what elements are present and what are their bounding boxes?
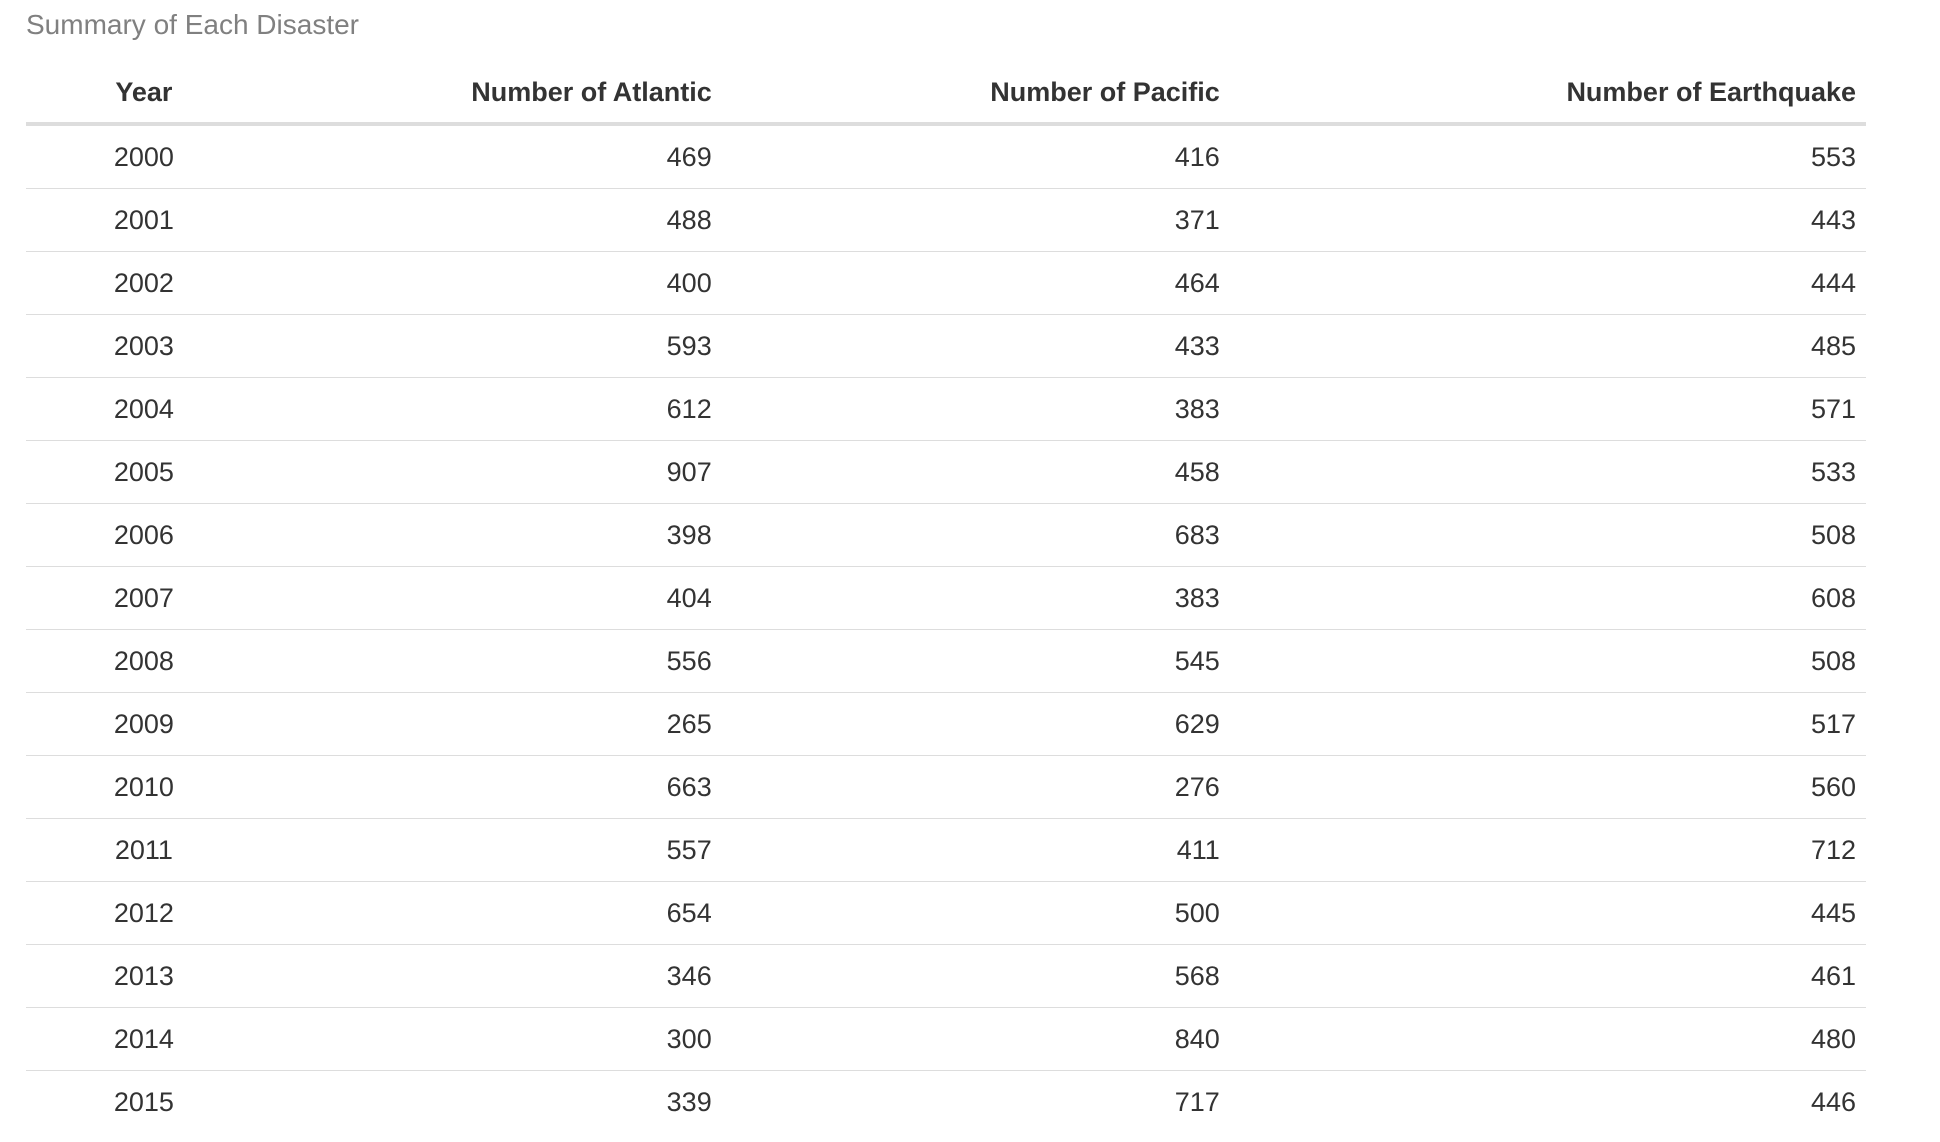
cell-atlantic: 469 (666, 141, 712, 172)
cell-earthquake: 553 (1810, 141, 1856, 172)
cell-pacific: 416 (1174, 141, 1220, 172)
table-row: 2008 556 545 508 (26, 629, 1866, 693)
cell-atlantic: 398 (261, 503, 722, 567)
cell-year: 2009 (26, 692, 262, 756)
table-row: 2005 907 458 533 (26, 440, 1866, 504)
cell-pacific: 629 (721, 692, 1230, 756)
header-atlantic[interactable]: Number of Atlantic (261, 62, 722, 126)
header-year[interactable]: Year (26, 62, 262, 126)
cell-year: 2007 (26, 566, 262, 630)
cell-pacific: 717 (721, 1070, 1230, 1133)
cell-year: 2006 (26, 503, 262, 567)
cell-pacific: 383 (721, 377, 1230, 441)
cell-pacific: 371 (721, 188, 1230, 252)
disaster-summary-table: Year Number of Atlantic Number of Pacifi… (26, 62, 1866, 1133)
table-row: 2000 469 416 553 (26, 124, 1866, 189)
cell-atlantic: 612 (261, 377, 722, 441)
cell-pacific: 683 (721, 503, 1230, 567)
cell-pacific: 464 (721, 251, 1230, 315)
table-row: 2006 398 683 508 (26, 503, 1866, 567)
cell-earthquake: 444 (1229, 251, 1866, 315)
cell-atlantic: 907 (261, 440, 722, 504)
cell-earthquake: 712 (1229, 818, 1866, 882)
table-header: Year Number of Atlantic Number of Pacifi… (26, 62, 1866, 126)
cell-earthquake: 446 (1229, 1070, 1866, 1133)
cell-earthquake: 508 (1229, 503, 1866, 567)
table-row: 2012 654 500 445 (26, 881, 1866, 945)
table-row: 2010 663 276 560 (26, 755, 1866, 819)
table-row: 2002 400 464 444 (26, 251, 1866, 315)
cell-atlantic: 346 (261, 944, 722, 1008)
cell-pacific: 545 (721, 629, 1230, 693)
cell-year: 2014 (26, 1007, 262, 1071)
cell-year: 2012 (26, 881, 262, 945)
cell-pacific: 411 (721, 818, 1230, 882)
cell-earthquake: 445 (1229, 881, 1866, 945)
cell-year: 2002 (26, 251, 262, 315)
cell-atlantic: 488 (261, 188, 722, 252)
cell-pacific: 433 (721, 314, 1230, 378)
cell-year: 2008 (26, 629, 262, 693)
table-body: 2000 469 416 553 2001 488 371 443 2002 400 464 444 2… (26, 124, 1866, 1133)
cell-year: 2000 (113, 141, 174, 172)
cell-year: 2003 (26, 314, 262, 378)
cell-atlantic: 556 (261, 629, 722, 693)
cell-year: 2015 (26, 1070, 262, 1133)
cell-earthquake: 517 (1229, 692, 1866, 756)
cell-earthquake: 485 (1229, 314, 1866, 378)
cell-pacific: 840 (721, 1007, 1230, 1071)
table-row: 2014 300 840 480 (26, 1007, 1866, 1071)
cell-year: 2013 (26, 944, 262, 1008)
header-row: Year Number of Atlantic Number of Pacifi… (26, 62, 1866, 126)
cell-atlantic: 265 (261, 692, 722, 756)
cell-earthquake: 443 (1229, 188, 1866, 252)
cell-year: 2001 (26, 188, 262, 252)
table-row: 2001 488 371 443 (26, 188, 1866, 252)
table-row: 2015 339 717 446 (26, 1070, 1866, 1133)
cell-earthquake: 571 (1229, 377, 1866, 441)
table-row: 2007 404 383 608 (26, 566, 1866, 630)
cell-earthquake: 560 (1229, 755, 1866, 819)
cell-pacific: 568 (721, 944, 1230, 1008)
cell-earthquake: 508 (1229, 629, 1866, 693)
table-row: 2013 346 568 461 (26, 944, 1866, 1008)
cell-atlantic: 339 (261, 1070, 722, 1133)
header-pacific[interactable]: Number of Pacific (721, 62, 1230, 126)
cell-year: 2004 (26, 377, 262, 441)
cell-earthquake: 608 (1229, 566, 1866, 630)
header-earthquake[interactable]: Number of Earthquake (1229, 62, 1866, 126)
cell-year: 2005 (26, 440, 262, 504)
cell-pacific: 458 (721, 440, 1230, 504)
table-row: 2003 593 433 485 (26, 314, 1866, 378)
table-row: 2009 265 629 517 (26, 692, 1866, 756)
cell-pacific: 500 (721, 881, 1230, 945)
table-row: 2011 557 411 712 (26, 818, 1866, 882)
cell-earthquake: 533 (1229, 440, 1866, 504)
cell-atlantic: 404 (261, 566, 722, 630)
cell-atlantic: 663 (261, 755, 722, 819)
cell-atlantic: 593 (261, 314, 722, 378)
cell-atlantic: 654 (261, 881, 722, 945)
cell-earthquake: 461 (1229, 944, 1866, 1008)
cell-year: 2010 (26, 755, 262, 819)
table-caption: Summary of Each Disaster (26, 9, 359, 40)
cell-atlantic: 557 (261, 818, 722, 882)
cell-year: 2011 (26, 818, 262, 882)
cell-pacific: 383 (721, 566, 1230, 630)
cell-atlantic: 300 (261, 1007, 722, 1071)
cell-earthquake: 480 (1229, 1007, 1866, 1071)
table-row: 2004 612 383 571 (26, 377, 1866, 441)
cell-pacific: 276 (721, 755, 1230, 819)
cell-atlantic: 400 (261, 251, 722, 315)
